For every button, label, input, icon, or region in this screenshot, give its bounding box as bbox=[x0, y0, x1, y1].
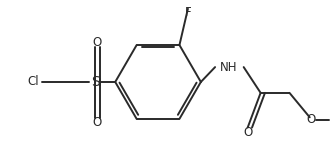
Text: F: F bbox=[184, 6, 191, 19]
Text: Cl: Cl bbox=[27, 75, 39, 89]
Text: O: O bbox=[244, 126, 253, 139]
Text: O: O bbox=[93, 36, 102, 49]
Text: NH: NH bbox=[220, 61, 238, 74]
Text: S: S bbox=[91, 75, 100, 89]
Text: O: O bbox=[307, 113, 316, 126]
Text: O: O bbox=[93, 116, 102, 129]
